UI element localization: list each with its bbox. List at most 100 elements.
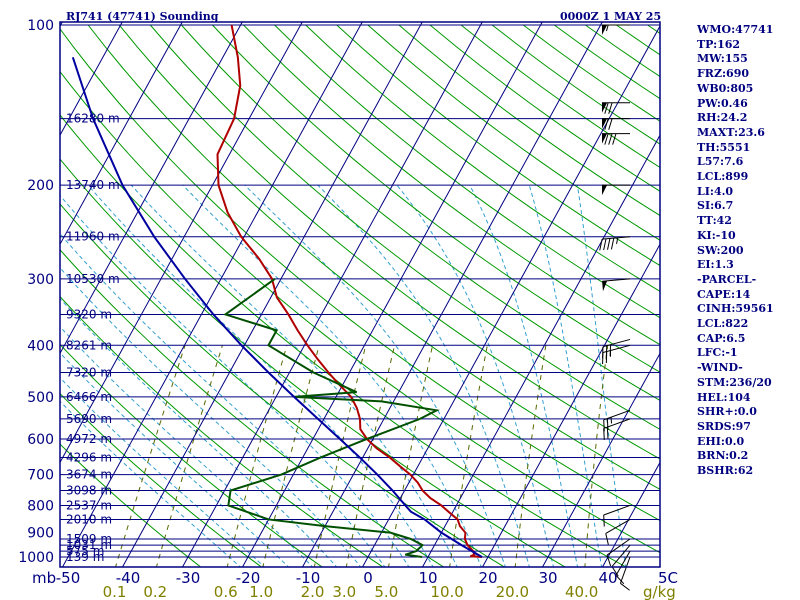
mixing-ratio-line xyxy=(584,345,609,567)
mixing-ratio-line xyxy=(262,345,320,567)
dry-adiabat xyxy=(60,203,506,567)
pressure-tick-label: 500 xyxy=(27,390,54,406)
moist-adiabat xyxy=(60,376,266,567)
wind-barb xyxy=(603,504,631,527)
moist-adiabat xyxy=(317,184,530,567)
index-value: BSHR:62 xyxy=(697,464,754,478)
isotherm xyxy=(60,22,183,246)
index-value: BRN:0.2 xyxy=(697,449,749,463)
isotherm xyxy=(301,22,603,567)
index-value: HEL:104 xyxy=(697,390,751,404)
wind-barb xyxy=(619,556,631,591)
pressure-unit-label: mb xyxy=(32,569,56,587)
index-value: LI:4.0 xyxy=(697,184,734,198)
wind-barb xyxy=(602,133,630,145)
wind-barb-pennant xyxy=(602,185,608,196)
height-label: 575 m xyxy=(66,544,104,558)
wind-barb-flag xyxy=(608,102,613,114)
dry-adiabat xyxy=(60,443,202,567)
wind-barb xyxy=(611,544,631,577)
isotherm xyxy=(601,461,660,567)
wind-barb xyxy=(602,184,630,196)
wind-barb-flag xyxy=(607,238,611,250)
pressure-tick-label: 700 xyxy=(27,468,54,484)
dry-adiabat xyxy=(305,24,660,292)
wind-barb-pennant xyxy=(602,102,608,113)
index-value: FRZ:690 xyxy=(697,67,750,81)
temperature-tick-label: 30 xyxy=(538,569,557,587)
moist-adiabat xyxy=(60,326,314,567)
height-label: 9320 m xyxy=(66,307,112,321)
height-label: 2010 m xyxy=(66,512,112,526)
isotherm xyxy=(421,134,660,567)
index-value: MAXT:23.6 xyxy=(697,125,765,139)
wind-barb xyxy=(602,102,630,114)
index-value: TT:42 xyxy=(697,214,732,228)
height-label: 3098 m xyxy=(66,484,112,498)
index-value: WB0:805 xyxy=(697,81,754,95)
moist-adiabat xyxy=(60,297,338,567)
wind-barb-flag xyxy=(604,102,609,114)
wind-barb-flag xyxy=(603,514,605,527)
height-label: 10530 m xyxy=(66,272,120,286)
dry-adiabat xyxy=(60,249,445,567)
temperature-tick-label: 5C xyxy=(658,569,678,587)
wind-barb-pennant xyxy=(602,118,608,129)
dry-adiabat xyxy=(87,24,660,490)
index-value: EHI:0.0 xyxy=(697,434,745,448)
wind-barb-staff xyxy=(602,236,631,240)
moist-adiabat xyxy=(528,185,603,567)
wind-barb-flag xyxy=(620,582,630,591)
wind-barb xyxy=(599,236,631,251)
height-label: 1031 m xyxy=(66,538,112,552)
wind-barb-staff xyxy=(619,556,631,584)
index-value: EI:1.3 xyxy=(697,258,734,272)
isotherm xyxy=(181,22,483,567)
wind-barb-flag xyxy=(610,238,615,250)
dry-adiabat xyxy=(336,24,660,267)
pressure-tick-label: 100 xyxy=(27,18,54,34)
mixing-ratio-line xyxy=(155,345,223,567)
index-value: L57:7.6 xyxy=(697,155,744,169)
height-label: 7320 m xyxy=(66,366,112,380)
index-value: PW:0.46 xyxy=(697,96,748,110)
dry-adiabat xyxy=(60,28,660,522)
height-label: 4972 m xyxy=(66,432,112,446)
index-value: WMO:47741 xyxy=(697,23,774,36)
wind-barb xyxy=(603,409,631,432)
mixing-ratio-label: 3.0 xyxy=(332,583,356,600)
dry-adiabat xyxy=(60,70,660,554)
index-value: TP:162 xyxy=(697,37,741,51)
temperature-tick-label: -40 xyxy=(116,569,141,587)
mixing-ratio-line xyxy=(514,345,547,567)
dry-adiabat xyxy=(60,158,567,567)
wind-barb-flag xyxy=(606,554,612,567)
index-value: SI:6.7 xyxy=(697,199,734,213)
stability-index-panel: WMO:47741 TP:162 MW:155 FRZ:690 WB0:805 PW:0.… xyxy=(697,23,800,479)
wind-barb-flag xyxy=(612,133,617,145)
index-value: LCL:822 xyxy=(697,317,749,331)
height-label: 1509 m xyxy=(66,532,112,546)
station-title: RJ741 (47741) Sounding xyxy=(66,10,219,23)
temperature-tick-label: -30 xyxy=(176,569,201,587)
wind-barb-flag xyxy=(608,133,613,145)
pressure-tick-label: 300 xyxy=(27,272,54,288)
isotherm xyxy=(60,22,303,464)
mixing-ratio-label: 5.0 xyxy=(374,583,398,600)
wind-barb xyxy=(605,519,631,545)
mixing-ratio-line xyxy=(226,345,288,567)
index-value: TH:5551 xyxy=(697,140,751,154)
temperature-tick-label: 40 xyxy=(598,569,617,587)
temperature-tick-label: 10 xyxy=(418,569,437,587)
height-label: 3674 m xyxy=(66,468,112,482)
wind-barb-flag xyxy=(611,566,619,577)
dry-adiabat xyxy=(180,24,660,401)
index-value: SW:200 xyxy=(697,243,744,257)
dry-adiabat xyxy=(212,24,660,373)
mixing-ratio-label: 20.0 xyxy=(496,583,529,600)
dry-adiabat xyxy=(243,24,660,346)
height-label: 2537 m xyxy=(66,498,112,512)
height-label: 11960 m xyxy=(66,230,120,244)
dry-adiabat xyxy=(118,24,660,460)
